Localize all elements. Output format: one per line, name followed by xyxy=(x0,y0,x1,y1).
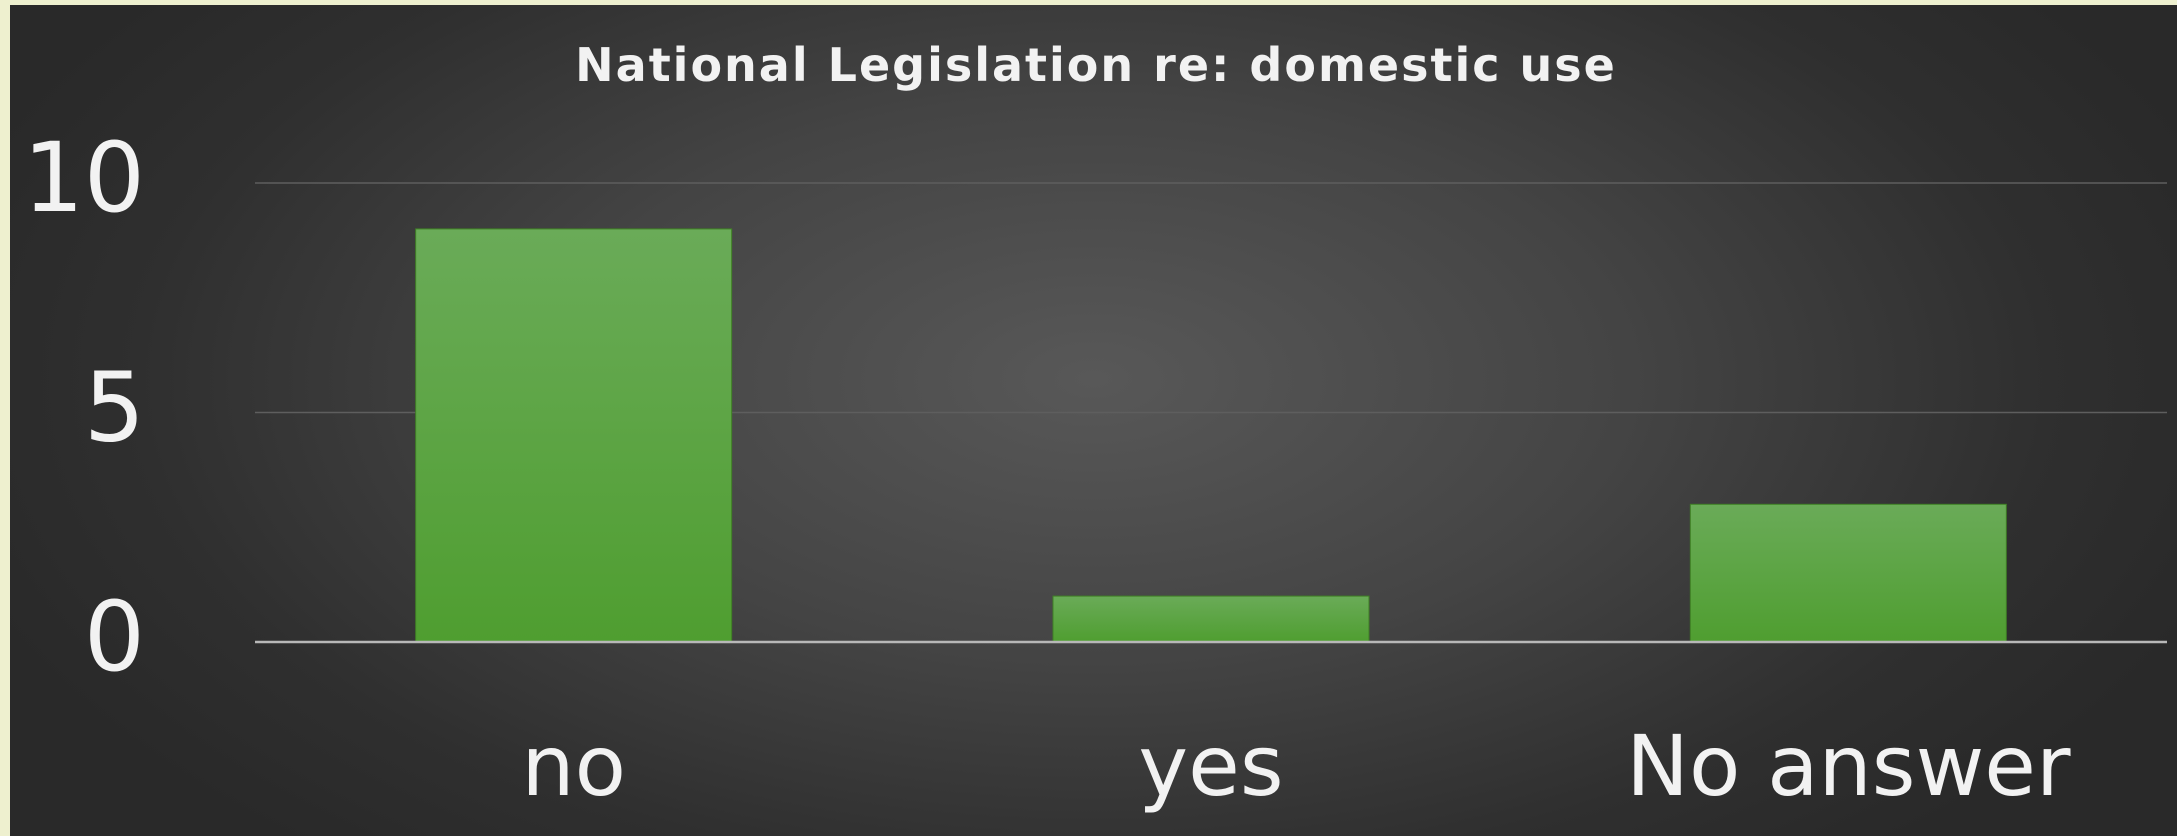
bar-no-answer xyxy=(1689,503,2007,643)
bar-chart: National Legislation re: domestic use 0 5… xyxy=(23,38,2167,815)
x-tick-label: no xyxy=(521,717,626,815)
y-tick-label: 0 xyxy=(84,581,145,693)
x-tick-label: yes xyxy=(1138,717,1283,815)
bar-no xyxy=(415,228,733,643)
y-tick-label: 5 xyxy=(84,352,145,464)
x-tick-label: No answer xyxy=(1626,717,2071,815)
bar-yes xyxy=(1052,595,1370,643)
y-tick-label: 10 xyxy=(23,122,145,234)
chart-title: National Legislation re: domestic use xyxy=(575,38,1617,92)
chart-panel: National Legislation re: domestic use 0 5… xyxy=(10,5,2177,836)
